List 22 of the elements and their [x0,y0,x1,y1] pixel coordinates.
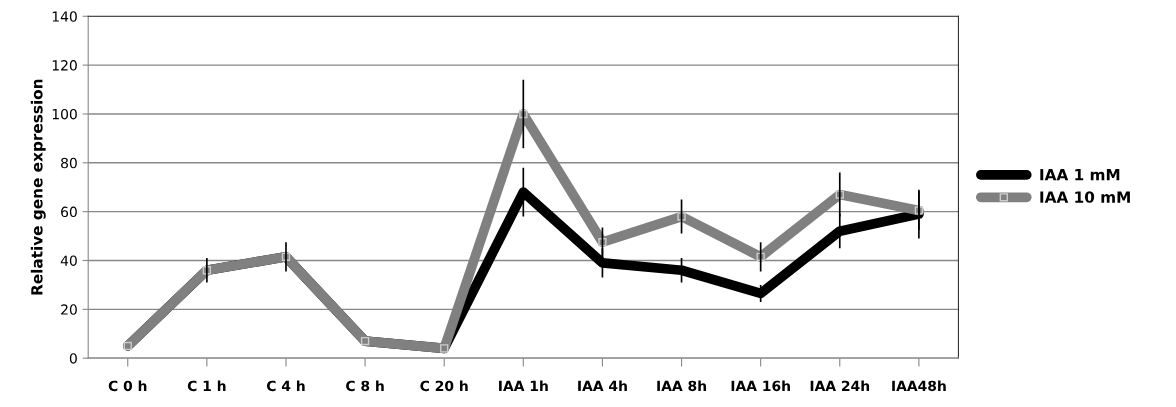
y-tick-label: 20 [61,304,77,315]
y-tick-label: 100 [52,108,77,120]
x-tick-label: C 4 h [266,380,305,392]
x-tick-label: IAA 16h [731,380,790,392]
y-axis-title: Relative gene expression [30,79,46,295]
x-tick-label: C 0 h [108,380,147,392]
x-tick-label: IAA 24h [810,380,870,391]
y-tick-label: 0 [69,353,77,364]
y-tick-label: 80 [61,157,77,169]
y-tick-label: 120 [52,60,77,71]
legend-label: IAA 1 mM [1040,169,1120,181]
x-tick-label: C 20 h [420,380,468,392]
x-tick-label: IAA 1h [499,380,548,391]
x-tick-label: IAA48h [892,380,946,392]
y-tick-label: 40 [60,255,77,266]
x-tick-label: C 8 h [346,380,384,392]
y-tick-label: 60 [61,206,77,218]
legend-label: IAA 10 mM [1040,191,1130,203]
y-tick-label: 140 [52,11,77,22]
x-tick-label: IAA 8h [657,380,706,392]
x-tick-label: IAA 4h [578,380,627,391]
x-tick-label: C 1 h [187,380,226,392]
